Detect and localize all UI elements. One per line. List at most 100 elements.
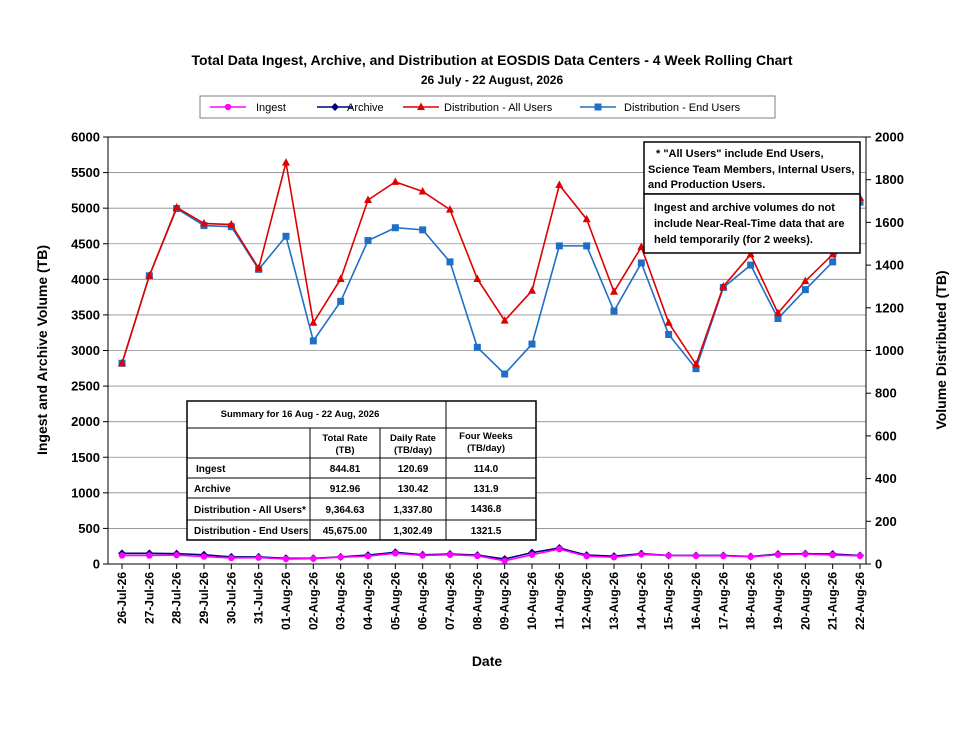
- data-point: [774, 551, 782, 558]
- row-label: Distribution - End Users: [194, 526, 309, 537]
- data-point: [118, 552, 126, 559]
- data-point: [583, 242, 591, 250]
- data-point: [391, 224, 399, 232]
- y-axis-left: 0 500 1000 1500 2000 2500 3000 3500 4000 4500 5000…: [71, 130, 108, 572]
- x-tick-label: 05-Aug-26: [388, 572, 402, 630]
- data-point: [747, 553, 754, 561]
- data-point: [610, 554, 618, 561]
- x-tick-label: 10-Aug-26: [525, 572, 539, 630]
- x-tick-label: 08-Aug-26: [470, 572, 484, 630]
- x-tick-label: 04-Aug-26: [361, 572, 375, 630]
- data-point: [829, 258, 837, 266]
- series-ingest: [118, 545, 864, 564]
- y-tick-label-right: 1200: [875, 300, 904, 315]
- data-point: [610, 287, 618, 295]
- y-tick-label: 500: [78, 521, 100, 536]
- row-four: 1321.5: [471, 526, 502, 537]
- summary-title: Summary for 16 Aug - 22 Aug, 2026: [221, 409, 380, 420]
- x-tick-label: 27-Jul-26: [142, 572, 156, 624]
- data-point: [555, 180, 564, 189]
- y-tick-label-right: 1800: [875, 172, 904, 187]
- y-tick-label-right: 1400: [875, 258, 904, 273]
- x-tick-label: 29-Jul-26: [197, 572, 211, 624]
- note-all-users: * "All Users" include End Users, Science…: [643, 141, 861, 195]
- data-point: [255, 554, 262, 561]
- legend-marker: [224, 103, 232, 111]
- data-point: [446, 205, 454, 213]
- y-tick-label-right: 400: [875, 471, 897, 486]
- legend: Ingest Archive Distribution - All Users Dis…: [199, 95, 776, 119]
- row-daily: 1,302.49: [394, 526, 433, 537]
- data-point: [172, 202, 181, 211]
- data-point: [528, 340, 536, 348]
- y-tick-label: 1500: [71, 450, 100, 465]
- data-point: [419, 552, 426, 559]
- y-tick-label: 3500: [71, 307, 100, 322]
- y-axis-left-label: Ingest and Archive Volume (TB): [34, 245, 50, 455]
- data-point: [720, 552, 727, 560]
- x-tick-label: 12-Aug-26: [580, 572, 594, 630]
- x-tick-label: 18-Aug-26: [744, 572, 758, 630]
- data-point: [282, 555, 290, 563]
- x-tick-label: 01-Aug-26: [279, 572, 293, 630]
- x-axis: 26-Jul-26 27-Jul-26 28-Jul-26 29-Jul-26 30-J…: [115, 564, 867, 630]
- row-total: 9,364.63: [326, 505, 365, 516]
- data-point: [829, 551, 836, 559]
- y-tick-label: 3000: [71, 343, 100, 358]
- data-point: [856, 552, 864, 560]
- data-point: [282, 232, 290, 240]
- data-point: [336, 274, 345, 282]
- x-tick-label: 21-Aug-26: [826, 572, 840, 630]
- note-nrt: Ingest and archive volumes do not includ…: [643, 193, 861, 254]
- data-point: [801, 276, 810, 285]
- data-point: [692, 359, 700, 368]
- data-point: [665, 552, 672, 559]
- row-daily: 1,337.80: [394, 505, 433, 516]
- data-point: [801, 286, 809, 294]
- data-point: [473, 274, 482, 282]
- data-point: [337, 297, 345, 305]
- y-tick-label: 2000: [71, 414, 100, 429]
- data-point: [637, 259, 645, 267]
- series-line: [121, 201, 861, 376]
- data-point: [446, 258, 454, 266]
- data-point: [254, 263, 263, 272]
- data-point: [173, 551, 180, 559]
- note-line: and Production Users.: [648, 179, 765, 191]
- row-total: 912.96: [330, 484, 361, 495]
- data-point: [282, 158, 290, 166]
- x-tick-label: 02-Aug-26: [306, 572, 320, 630]
- data-point: [474, 552, 481, 560]
- data-point: [802, 550, 809, 558]
- data-point: [473, 343, 481, 351]
- y-tick-label-right: 200: [875, 514, 897, 529]
- data-point: [692, 552, 700, 560]
- x-tick-label: 06-Aug-26: [416, 572, 430, 630]
- data-point: [309, 318, 318, 326]
- data-point: [555, 242, 563, 250]
- y-tick-label-right: 1600: [875, 215, 904, 230]
- legend-label: Distribution - All Users: [444, 102, 553, 114]
- header-total: Total Rate: [322, 433, 367, 444]
- x-tick-label: 20-Aug-26: [798, 572, 812, 630]
- legend-entry: Distribution - All Users: [403, 102, 553, 114]
- y-tick-label-right: 0: [875, 557, 882, 572]
- x-tick-label: 22-Aug-26: [853, 572, 867, 630]
- header-daily-unit: (TB/day): [394, 445, 432, 456]
- legend-label: Distribution - End Users: [624, 102, 741, 114]
- data-point: [692, 365, 700, 373]
- chart-subtitle: 26 July - 22 August, 2026: [421, 73, 564, 87]
- legend-marker: [331, 103, 339, 111]
- data-point: [528, 551, 536, 558]
- data-point: [638, 551, 645, 558]
- data-point: [719, 281, 728, 290]
- data-point: [145, 271, 154, 279]
- row-label: Ingest: [196, 464, 226, 475]
- data-point: [364, 552, 372, 560]
- data-point: [610, 307, 618, 315]
- y-tick-label-right: 600: [875, 428, 897, 443]
- note-line: * "All Users" include End Users,: [656, 148, 824, 160]
- data-point: [501, 370, 509, 378]
- chart-title: Total Data Ingest, Archive, and Distribu…: [191, 52, 792, 68]
